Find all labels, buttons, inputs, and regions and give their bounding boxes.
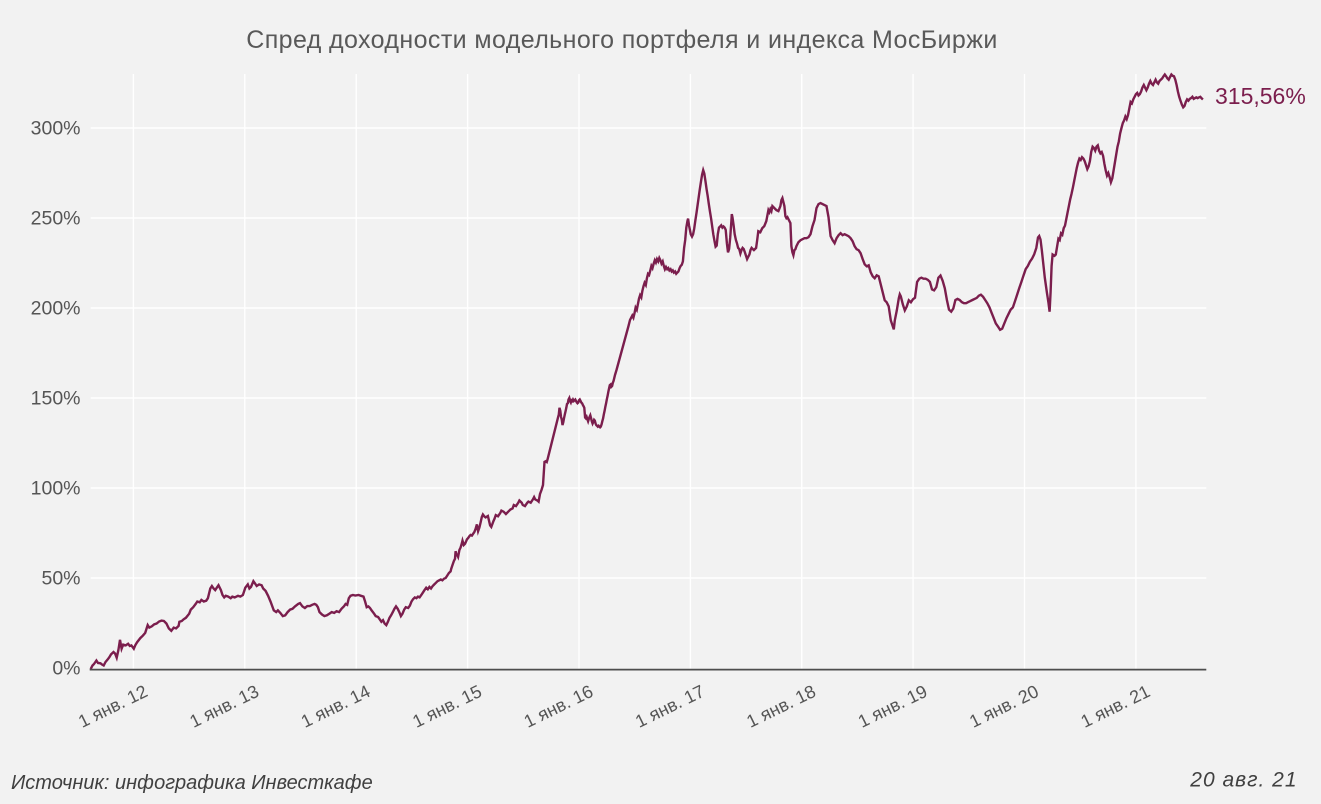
svg-text:20 авг. 21: 20 авг. 21 bbox=[1189, 769, 1297, 792]
svg-text:300%: 300% bbox=[31, 118, 81, 140]
svg-text:315,56%: 315,56% bbox=[1215, 83, 1306, 109]
svg-text:Источник: инфографика Инвестка: Источник: инфографика Инвесткафе bbox=[11, 772, 373, 794]
svg-text:0%: 0% bbox=[52, 658, 80, 680]
svg-text:250%: 250% bbox=[31, 208, 81, 230]
svg-text:50%: 50% bbox=[41, 568, 80, 590]
svg-text:Спред доходности модельного по: Спред доходности модельного портфеля и и… bbox=[246, 26, 997, 54]
svg-text:200%: 200% bbox=[31, 298, 81, 320]
svg-text:100%: 100% bbox=[31, 478, 81, 500]
svg-text:150%: 150% bbox=[31, 388, 81, 410]
